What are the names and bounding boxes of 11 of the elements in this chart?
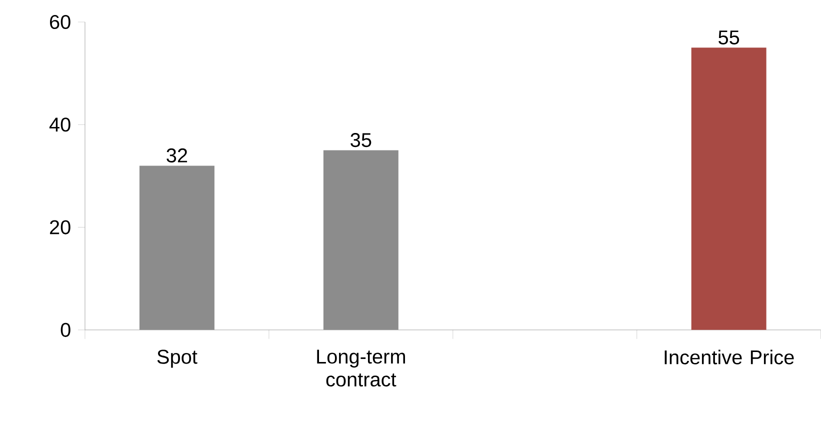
x-tick-label: Long-term contract [317, 350, 405, 387]
x-tick-label: Spot [157, 350, 198, 368]
data-label: 55 [718, 30, 740, 44]
data-label: 32 [166, 148, 188, 163]
y-tick-label: 60 [50, 15, 70, 30]
bar [691, 48, 766, 330]
y-tick-label: 0 [60, 322, 70, 338]
y-tick-label: 40 [49, 118, 70, 132]
x-tick-label: Incentive Price [664, 350, 794, 364]
data-label: 35 [350, 133, 372, 148]
y-tick-label: 20 [50, 220, 70, 234]
